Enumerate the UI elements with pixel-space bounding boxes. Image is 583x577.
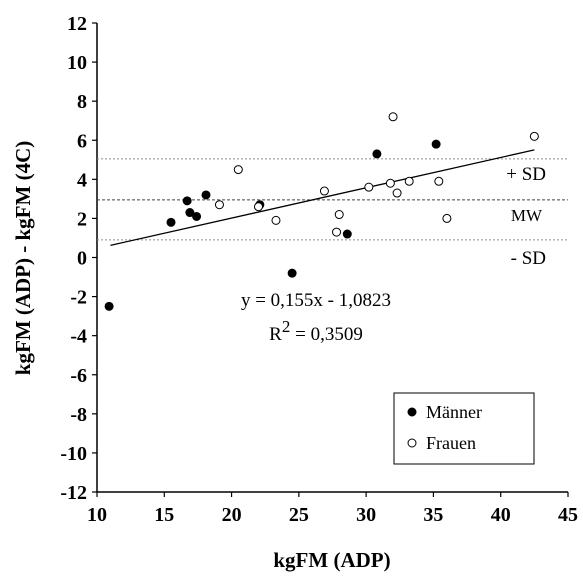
- point-maenner: [192, 211, 202, 221]
- y-tick-label: 0: [77, 248, 87, 270]
- r-squared-value: = 0,3509: [290, 324, 362, 345]
- point-frauen: [392, 188, 402, 198]
- r-squared-sup: 2: [282, 317, 291, 336]
- point-maenner: [185, 208, 195, 218]
- point-frauen: [332, 227, 342, 237]
- legend-label-frauen: Frauen: [426, 433, 476, 453]
- reference-lines: [97, 158, 568, 241]
- x-tick-label: 10: [87, 504, 107, 526]
- y-tick-label: -12: [60, 482, 87, 504]
- x-tick-label: 40: [491, 504, 511, 526]
- x-tick-label: 35: [423, 504, 443, 526]
- point-frauen: [233, 165, 243, 175]
- point-frauen: [334, 210, 344, 220]
- point-frauen: [319, 186, 329, 196]
- legend: Männer Frauen: [393, 392, 535, 465]
- legend-marker-maenner: [407, 407, 417, 417]
- point-frauen: [271, 215, 281, 225]
- y-tick-label: 2: [77, 208, 87, 230]
- point-maenner: [431, 139, 441, 149]
- point-frauen: [442, 213, 452, 223]
- legend-box: [393, 392, 535, 465]
- point-frauen: [388, 112, 398, 122]
- point-maenner: [166, 217, 176, 227]
- y-axis-title: kgFM (ADP) - kgFM (4C): [11, 141, 35, 375]
- y-tick-label: 12: [67, 13, 87, 35]
- point-maenner: [342, 229, 352, 239]
- x-tick-label: 15: [154, 504, 174, 526]
- legend-marker-frauen: [407, 438, 417, 448]
- point-maenner: [104, 301, 114, 311]
- point-maenner: [182, 196, 192, 206]
- minus-sd-label: - SD: [511, 248, 546, 269]
- x-tick-label: 25: [289, 504, 309, 526]
- point-frauen: [385, 178, 395, 188]
- regression-line: [110, 149, 535, 246]
- y-tick-label: -6: [70, 365, 87, 387]
- data-points: [104, 112, 539, 311]
- x-tick-label: 30: [356, 504, 376, 526]
- point-frauen: [214, 200, 224, 210]
- y-tick-label: -8: [70, 404, 87, 426]
- regression-equation: y = 0,155x - 1,0823: [241, 290, 391, 311]
- x-axis-title: kgFM (ADP): [273, 548, 390, 572]
- point-maenner: [372, 149, 382, 159]
- point-maenner: [201, 190, 211, 200]
- point-frauen: [364, 182, 374, 192]
- y-tick-label: -4: [70, 326, 87, 348]
- y-tick-label: 10: [67, 52, 87, 74]
- y-tick-label: 6: [77, 130, 87, 152]
- point-maenner: [287, 268, 297, 278]
- y-tick-label: 4: [77, 169, 87, 191]
- plus-sd-label: + SD: [506, 164, 546, 185]
- regression-line-group: [110, 149, 535, 246]
- x-tick-label: 20: [222, 504, 242, 526]
- point-frauen: [434, 176, 444, 186]
- y-tick-label: -2: [70, 287, 87, 309]
- point-frauen: [404, 176, 414, 186]
- mw-label: MW: [511, 206, 543, 225]
- point-frauen: [529, 131, 539, 141]
- r-squared-prefix: R: [269, 324, 282, 345]
- point-frauen: [253, 202, 263, 212]
- legend-label-maenner: Männer: [426, 402, 482, 422]
- y-tick-label: -10: [60, 443, 87, 465]
- y-tick-label: 8: [77, 91, 87, 113]
- r-squared-label: R2 = 0,3509: [269, 317, 363, 345]
- x-tick-label: 45: [558, 504, 578, 526]
